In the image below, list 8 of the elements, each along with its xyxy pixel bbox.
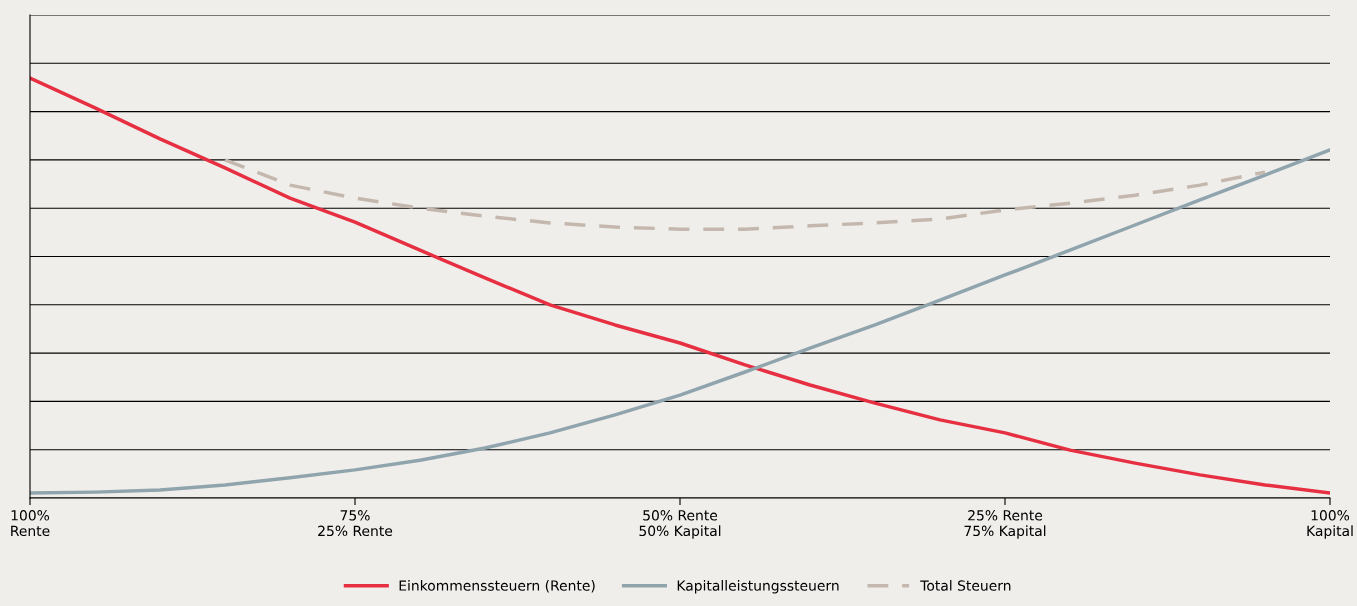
legend-label: Total Steuern — [920, 580, 1011, 591]
x-tick-label: 75% 25% Rente — [318, 510, 393, 537]
legend-label: Einkommenssteuern (Rente) — [399, 580, 595, 593]
x-tick-label: 25% Rente 75% Kapital — [964, 510, 1046, 539]
legend-label: Kapitalleistungssteuern — [677, 580, 839, 594]
x-tick-label: 100% Kapital — [1307, 510, 1353, 539]
x-tick-label: 100% Rente — [11, 510, 50, 537]
x-tick-label: 50% Rente 50% Kapital — [639, 510, 721, 539]
